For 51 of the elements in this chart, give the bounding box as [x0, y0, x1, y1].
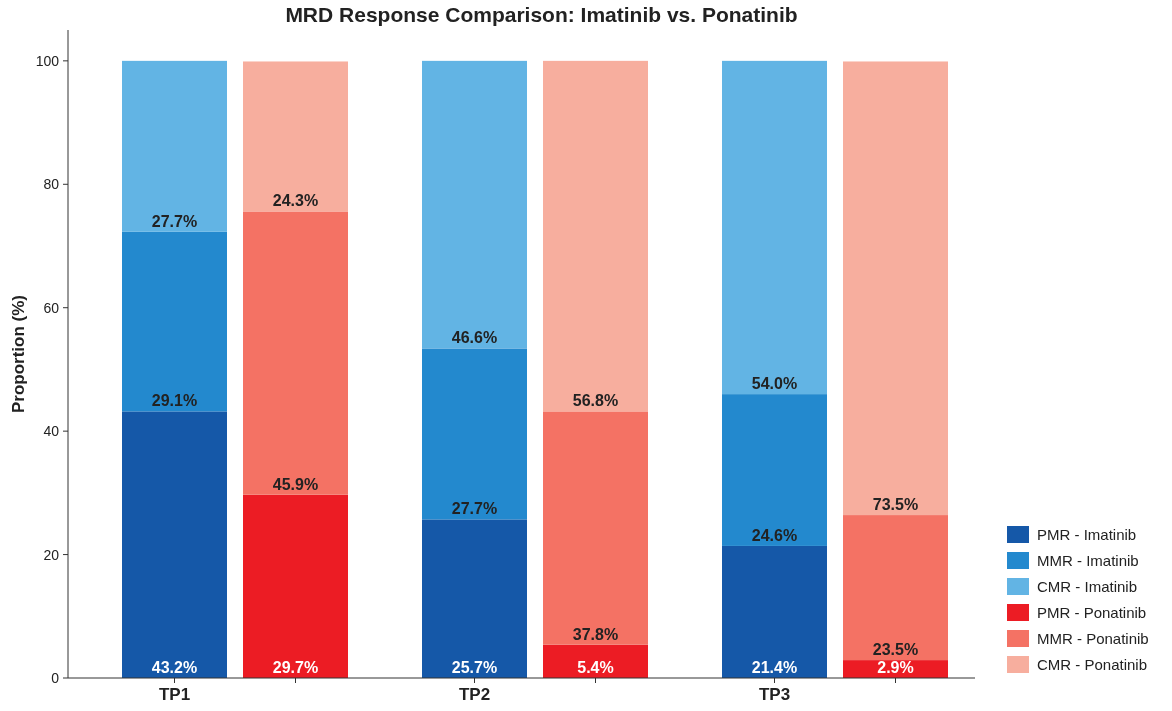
- bar: [122, 231, 227, 412]
- legend-label: PMR - Ponatinib: [1037, 604, 1147, 621]
- data-label: 24.3%: [272, 192, 319, 210]
- bar: [243, 61, 348, 212]
- legend-label: CMR - Imatinib: [1037, 578, 1138, 595]
- y-tick-label: 40: [43, 423, 60, 440]
- y-tick-label: 20: [43, 546, 60, 563]
- chart-title: MRD Response Comparison: Imatinib vs. Ponatinib: [285, 3, 798, 26]
- data-label: 27.7%: [151, 212, 198, 230]
- bar: [122, 60, 227, 232]
- bar: [543, 411, 648, 645]
- bar: [722, 60, 827, 395]
- bar: [843, 61, 948, 516]
- data-label: 24.6%: [751, 526, 798, 544]
- bar: [243, 211, 348, 495]
- data-label: 5.4%: [577, 659, 614, 676]
- data-label: 21.4%: [751, 659, 798, 676]
- data-label: 23.5%: [872, 641, 919, 659]
- data-label: 54.0%: [751, 375, 798, 393]
- data-label: 56.8%: [572, 392, 619, 410]
- bar: [843, 515, 948, 661]
- y-tick-label: 80: [43, 176, 60, 193]
- data-label: 29.7%: [272, 659, 319, 676]
- data-label: 29.1%: [151, 392, 198, 410]
- data-label: 46.6%: [451, 329, 498, 347]
- data-label: 37.8%: [572, 625, 619, 643]
- y-tick-label: 0: [51, 670, 60, 686]
- data-label: 73.5%: [872, 496, 919, 514]
- x-tick-label: TP1: [158, 685, 191, 704]
- bar: [422, 348, 527, 520]
- data-label: 27.7%: [451, 500, 498, 518]
- y-axis-title: Proportion (%): [9, 294, 28, 414]
- y-tick-label: 100: [35, 52, 60, 69]
- bar: [422, 519, 527, 678]
- data-label: 2.9%: [877, 659, 914, 676]
- bar: [422, 60, 527, 349]
- x-tick-label: TP3: [758, 685, 791, 704]
- bar: [543, 60, 648, 412]
- data-label: 43.2%: [151, 659, 198, 676]
- y-tick-label: 60: [43, 299, 60, 316]
- bar: [722, 545, 827, 678]
- legend-label: MMR - Ponatinib: [1037, 630, 1149, 647]
- bar: [243, 494, 348, 678]
- legend-label: CMR - Ponatinib: [1037, 656, 1148, 673]
- legend-label: MMR - Imatinib: [1037, 552, 1139, 569]
- data-label: 45.9%: [272, 475, 319, 493]
- x-tick-label: TP2: [458, 685, 491, 704]
- legend-label: PMR - Imatinib: [1037, 526, 1137, 543]
- bar: [722, 394, 827, 546]
- data-label: 25.7%: [451, 659, 498, 676]
- bar: [122, 411, 227, 678]
